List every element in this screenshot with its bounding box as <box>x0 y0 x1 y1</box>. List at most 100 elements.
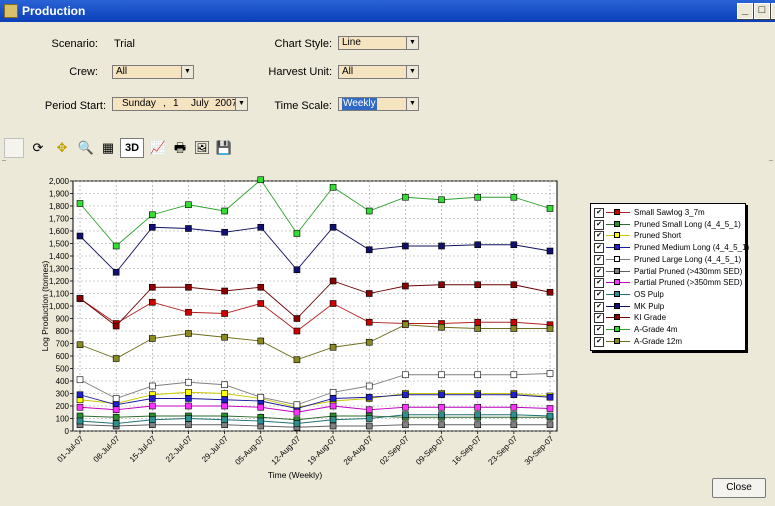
series-point <box>546 421 554 429</box>
legend-checkbox[interactable]: ✔ <box>594 325 604 335</box>
series-point <box>474 193 481 201</box>
legend-checkbox[interactable]: ✔ <box>594 243 604 254</box>
refresh-icon[interactable]: ⟳ <box>32 140 44 155</box>
series-point <box>221 287 228 295</box>
chevron-down-icon[interactable]: ▼ <box>406 98 418 110</box>
legend-item[interactable]: ✔ A-Grade 4m <box>594 324 744 335</box>
maximize-button[interactable]: □ <box>754 3 770 19</box>
legend-item[interactable]: ✔ Pruned Large Long (4_4_5_1) <box>594 254 744 265</box>
legend-checkbox[interactable]: ✔ <box>594 301 604 312</box>
chevron-down-icon[interactable]: ▼ <box>406 37 418 49</box>
chart-style-label: Chart Style: <box>274 38 332 50</box>
period-date: 1 <box>173 98 179 109</box>
x-tick-label: 01-Jul-07 <box>55 434 85 464</box>
legend-checkbox[interactable]: ✔ <box>594 254 604 265</box>
legend-item[interactable]: ✔ KI Grade <box>594 312 744 324</box>
series-point <box>293 315 301 322</box>
series-point <box>185 201 192 209</box>
print-icon[interactable]: 🖶 <box>173 140 187 155</box>
legend-item[interactable]: ✔ OS Pulp <box>594 289 744 300</box>
x-tick-label: 22-Jul-07 <box>164 434 194 464</box>
series-point <box>546 393 554 401</box>
series-line <box>79 394 551 409</box>
series-point <box>257 403 265 411</box>
time-scale-value: Weekly <box>342 98 377 110</box>
chevron-down-icon[interactable]: ▼ <box>235 98 247 110</box>
series-point <box>221 402 228 410</box>
series-point <box>149 223 156 231</box>
series-line <box>79 179 551 247</box>
scenario-label: Scenario: <box>51 38 98 50</box>
series-point <box>329 300 337 307</box>
harvest-unit-select[interactable]: All ▼ <box>338 65 419 79</box>
series-point <box>402 242 409 250</box>
series-point <box>112 406 120 414</box>
legend-checkbox[interactable]: ✔ <box>594 289 604 300</box>
page-icon[interactable]: ▦ <box>101 140 115 155</box>
export-icon[interactable]: 🖼 <box>193 140 211 155</box>
series-point <box>221 228 228 236</box>
series-point <box>293 230 301 237</box>
x-tick-label: 02-Sep-07 <box>378 434 411 467</box>
legend-item[interactable]: ✔ A-Grade 12m <box>594 336 744 347</box>
series-point <box>257 417 265 425</box>
series-line <box>79 226 551 273</box>
minimize-button[interactable]: _ <box>737 3 753 19</box>
legend-label: MK Pulp <box>634 301 665 311</box>
legend-item[interactable]: ✔ Partial Pruned (>430mm SED) <box>594 266 744 277</box>
series-point <box>438 403 445 411</box>
series-point <box>185 330 192 337</box>
series-point <box>185 378 192 386</box>
legend-item[interactable]: ✔ Partial Pruned (>350mm SED) <box>594 277 744 289</box>
legend-checkbox[interactable]: ✔ <box>594 278 604 289</box>
series-point <box>546 370 554 377</box>
series-line <box>79 373 551 406</box>
legend-label: Pruned Short <box>634 231 682 241</box>
series-point <box>510 241 518 249</box>
legend-label: OS Pulp <box>634 289 664 299</box>
period-start-picker[interactable]: Sunday , 1 July 2007 ▼ <box>112 97 248 111</box>
legend-checkbox[interactable]: ✔ <box>594 231 604 242</box>
close-window-button[interactable] <box>771 3 775 19</box>
legend-item[interactable]: ✔ MK Pulp <box>594 301 744 312</box>
chevron-down-icon[interactable]: ▼ <box>181 66 193 78</box>
y-tick-label: 1,700 <box>49 215 70 224</box>
legend-label: Pruned Large Long (4_4_5_1) <box>634 254 742 264</box>
save-icon[interactable]: 💾 <box>215 140 233 155</box>
chart-settings-icon[interactable] <box>4 138 24 158</box>
chart-style-select[interactable]: Line ▼ <box>338 36 419 50</box>
legend-item[interactable]: ✔ Small Sawlog 3_7m <box>594 207 744 218</box>
legend-checkbox[interactable]: ✔ <box>594 219 604 230</box>
y-axis-label: Log Production (tonnes) <box>40 260 50 351</box>
series-point <box>149 298 156 306</box>
chevron-down-icon[interactable]: ▼ <box>406 66 418 78</box>
zoom-icon[interactable]: 🔍 <box>77 140 95 155</box>
legend-item[interactable]: ✔ Pruned Small Long (4_4_5_1) <box>594 219 744 230</box>
y-tick-label: 1,200 <box>49 277 70 286</box>
x-tick-label: 12-Aug-07 <box>270 434 303 467</box>
legend-checkbox[interactable]: ✔ <box>594 313 604 324</box>
legend-item[interactable]: ✔ Pruned Medium Long (4_4_5_1) <box>594 242 749 254</box>
3d-toggle-button[interactable]: 3D <box>120 138 144 158</box>
time-scale-select[interactable]: Weekly ▼ <box>338 97 419 111</box>
series-point <box>221 310 228 317</box>
legend-checkbox[interactable]: ✔ <box>594 208 604 218</box>
legend-item[interactable]: ✔ Pruned Short <box>594 230 744 242</box>
series-point <box>76 417 84 425</box>
pan-icon[interactable]: ✥ <box>56 140 68 155</box>
series-point <box>402 193 409 201</box>
series-point <box>438 421 445 429</box>
x-tick-label: 16-Sep-07 <box>450 434 483 467</box>
series-point <box>293 356 301 364</box>
x-tick-label: 26-Aug-07 <box>342 434 375 467</box>
chart-edit-icon[interactable]: 📈 <box>149 140 167 155</box>
series-point <box>149 395 156 402</box>
series-point <box>329 395 337 402</box>
series-point <box>221 396 228 404</box>
crew-select[interactable]: All ▼ <box>112 65 194 79</box>
series-point <box>546 325 554 332</box>
close-button[interactable]: Close <box>712 478 766 498</box>
series-point <box>510 391 518 399</box>
legend-checkbox[interactable]: ✔ <box>594 266 604 277</box>
legend-checkbox[interactable]: ✔ <box>594 336 604 347</box>
